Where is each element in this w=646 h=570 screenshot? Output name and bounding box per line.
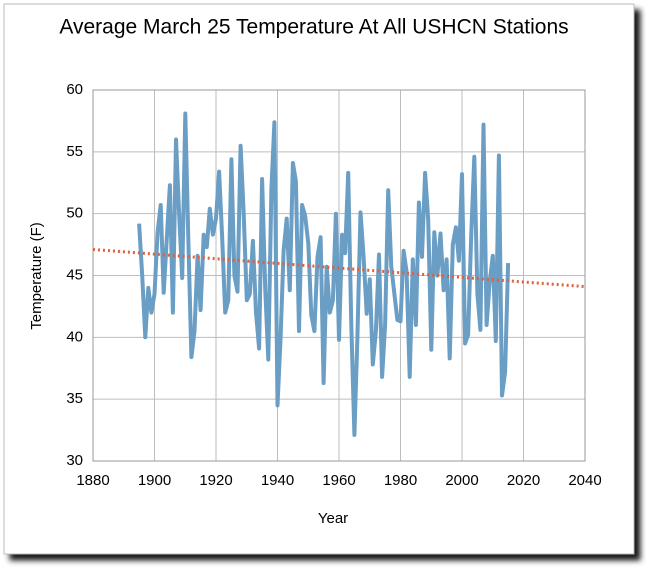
x-tick-label: 2040 xyxy=(568,472,601,489)
x-tick-label: 1980 xyxy=(384,472,417,489)
chart-title: Average March 25 Temperature At All USHC… xyxy=(59,16,568,39)
x-tick-label: 2020 xyxy=(507,472,540,489)
y-tick-label: 40 xyxy=(66,328,83,345)
y-tick-label: 60 xyxy=(66,81,83,98)
x-tick-label: 1940 xyxy=(261,472,294,489)
x-tick-label: 1900 xyxy=(138,472,171,489)
x-tick-label: 1880 xyxy=(76,472,109,489)
y-axis-label: Temperature (F) xyxy=(28,222,45,330)
x-tick-label: 1920 xyxy=(199,472,232,489)
x-tick-label: 2000 xyxy=(445,472,478,489)
y-tick-label: 35 xyxy=(66,390,83,407)
data-line xyxy=(137,111,511,437)
y-tick-label: 45 xyxy=(66,266,83,283)
trend-line xyxy=(92,248,586,289)
x-axis-label: Year xyxy=(318,510,348,527)
frame xyxy=(3,3,635,555)
plot-border xyxy=(92,89,586,462)
y-tick-label: 30 xyxy=(66,452,83,469)
y-tick-label: 50 xyxy=(66,205,83,222)
y-tick-label: 55 xyxy=(66,143,83,160)
x-tick-label: 1960 xyxy=(322,472,355,489)
